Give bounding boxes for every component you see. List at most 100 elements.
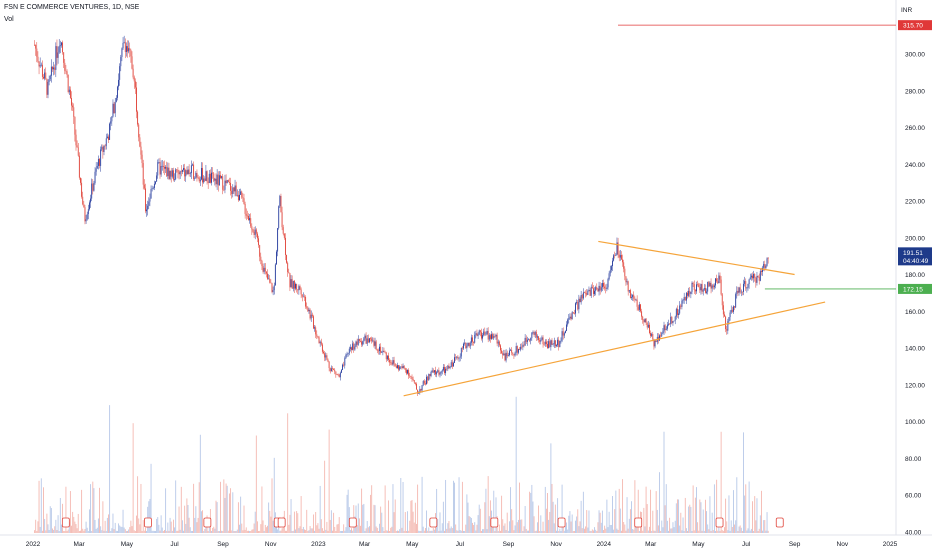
candle-body — [566, 324, 568, 331]
candle-body — [685, 292, 687, 301]
candle-body — [681, 300, 683, 307]
volume-bar — [310, 528, 312, 533]
volume-bar — [190, 530, 192, 533]
earnings-marker[interactable] — [557, 517, 566, 528]
candle-body — [64, 62, 66, 71]
volume-bar — [585, 526, 587, 533]
volume-bar — [314, 530, 316, 533]
candle-body — [703, 288, 705, 290]
volume-bar — [642, 530, 644, 533]
volume-bar — [99, 487, 100, 533]
candle-body — [642, 316, 644, 320]
x-tick-label: Sep — [503, 541, 515, 548]
candle-body — [465, 342, 467, 349]
candle-body — [93, 182, 95, 191]
earnings-marker[interactable] — [348, 517, 357, 528]
candle-body — [580, 295, 582, 303]
candle-body — [192, 164, 193, 166]
volume-bar — [610, 524, 612, 533]
candle-body — [122, 42, 124, 49]
earnings-marker[interactable] — [277, 517, 286, 528]
candle-body — [607, 279, 609, 288]
volume-bar — [615, 490, 617, 533]
candle-body — [346, 353, 348, 355]
candle-body — [232, 187, 234, 194]
candle-body — [153, 183, 155, 188]
earnings-marker[interactable] — [634, 517, 643, 528]
candle-body — [342, 364, 344, 370]
volume-bar — [646, 504, 648, 533]
candle-body — [111, 116, 113, 122]
candle-body — [108, 136, 109, 140]
candle-body — [452, 362, 454, 367]
candle-body — [513, 354, 515, 356]
volume-bar — [633, 529, 635, 533]
volume-bar — [63, 530, 65, 533]
candle-body — [243, 198, 245, 204]
volume-bar — [286, 530, 288, 533]
volume-bar — [401, 527, 403, 533]
volume-bar — [586, 510, 588, 533]
candle-body — [35, 45, 37, 49]
candle-body — [445, 368, 447, 374]
volume-bar — [138, 518, 140, 533]
volume-bar — [217, 530, 219, 533]
candle-body — [404, 368, 406, 370]
volume-bar — [432, 527, 434, 533]
volume-bar — [330, 510, 332, 533]
candle-body — [259, 245, 261, 257]
volume-bar — [264, 524, 266, 533]
volume-bar — [766, 512, 768, 533]
candle-body — [140, 146, 142, 155]
earnings-marker[interactable] — [61, 517, 70, 528]
earnings-marker[interactable] — [144, 517, 152, 528]
volume-bar — [498, 524, 500, 533]
x-tick-label: Sep — [217, 541, 229, 548]
candle-body — [646, 322, 648, 328]
volume-bar — [56, 529, 58, 533]
candle-body — [370, 338, 372, 339]
candle-body — [745, 281, 747, 289]
candle-body — [262, 265, 264, 272]
volume-bar — [422, 526, 424, 533]
earnings-marker[interactable] — [203, 517, 212, 528]
candle-body — [480, 332, 482, 339]
volume-bar — [251, 529, 253, 533]
candle-body — [158, 162, 160, 163]
volume-bar — [538, 505, 540, 533]
candle-body — [242, 197, 244, 199]
volume-bar — [153, 530, 155, 533]
candle-body — [552, 344, 554, 345]
volume-bar — [169, 517, 171, 533]
volume-bar — [258, 530, 260, 533]
candle-body — [67, 74, 69, 93]
candle-body — [665, 328, 667, 331]
candle-body — [691, 282, 693, 292]
volume-bar — [367, 527, 369, 533]
volume-bar — [221, 530, 223, 533]
volume-bar — [648, 526, 650, 533]
candle-body — [694, 289, 696, 292]
candle-body — [121, 48, 123, 58]
candle-body — [132, 68, 134, 78]
candle-body — [195, 172, 197, 179]
candle-body — [215, 178, 217, 185]
candle-body — [766, 258, 768, 266]
candle-body — [365, 335, 367, 344]
candle-body — [561, 331, 563, 341]
upper-trendline[interactable] — [598, 240, 795, 276]
candle-body — [528, 339, 529, 341]
earnings-marker[interactable] — [775, 517, 784, 528]
lower-trendline[interactable] — [403, 301, 826, 397]
candle-body — [55, 46, 57, 70]
earnings-marker[interactable] — [715, 517, 724, 528]
candle-body — [495, 334, 497, 337]
candle-body — [216, 174, 218, 185]
candle-body — [143, 184, 145, 189]
volume-bar — [601, 510, 603, 533]
candle-body — [205, 171, 207, 181]
volume-bar — [165, 488, 167, 533]
earnings-marker[interactable] — [490, 517, 499, 528]
earnings-marker[interactable] — [429, 517, 438, 528]
